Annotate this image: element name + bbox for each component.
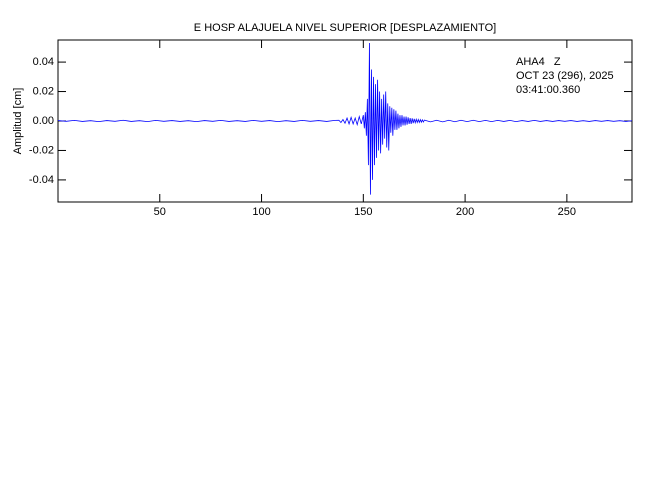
chart-title: E HOSP ALAJUELA NIVEL SUPERIOR [DESPLAZA… bbox=[194, 22, 496, 34]
x-tick-label: 150 bbox=[354, 206, 372, 218]
station-label: AHA4 Z bbox=[516, 56, 561, 68]
x-tick-label: 250 bbox=[558, 206, 576, 218]
y-tick-label: 0.02 bbox=[33, 85, 54, 97]
y-tick-label: 0.04 bbox=[33, 56, 54, 68]
y-tick-label: -0.04 bbox=[29, 174, 54, 186]
y-axis-label: Amplitud [cm] bbox=[12, 88, 24, 155]
x-tick-label: 50 bbox=[154, 206, 166, 218]
date-label: OCT 23 (296), 2025 bbox=[516, 70, 614, 82]
y-tick-label: 0.00 bbox=[33, 115, 54, 127]
y-tick-label: -0.02 bbox=[29, 144, 54, 156]
time-label: 03:41:00.360 bbox=[516, 84, 580, 96]
waveform bbox=[57, 42, 633, 195]
x-tick-label: 100 bbox=[252, 206, 270, 218]
x-tick-label: 200 bbox=[456, 206, 474, 218]
